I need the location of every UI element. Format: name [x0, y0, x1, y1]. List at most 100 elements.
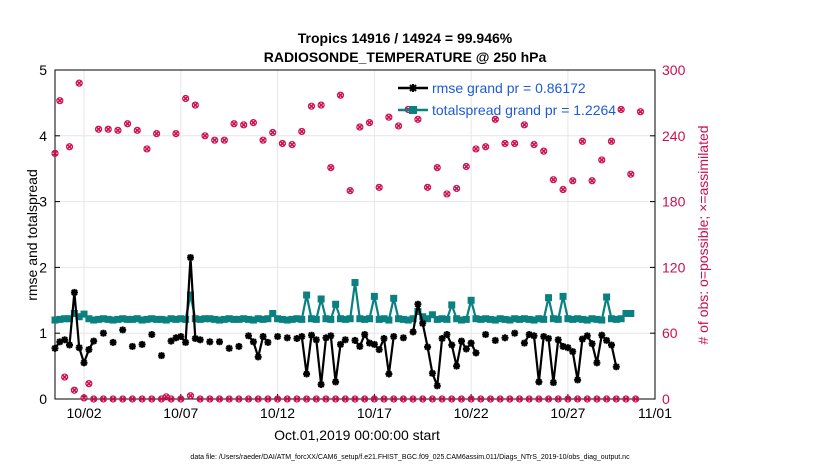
obs-possible-point	[453, 184, 461, 193]
obs-possible-point	[380, 395, 388, 403]
obs-assimilated-point	[632, 396, 639, 402]
obs-assimilated-point	[453, 185, 460, 192]
rmse-point	[80, 359, 88, 367]
totalspread-point	[70, 309, 78, 317]
right-tick-label: 300	[662, 62, 686, 78]
totalspread-point	[153, 315, 161, 323]
obs-assimilated-point	[477, 396, 484, 402]
obs-assimilated-point	[90, 396, 97, 402]
obs-assimilated-point	[114, 127, 121, 134]
totalspread-point	[520, 315, 528, 323]
obs-assimilated-point	[95, 126, 102, 133]
obs-possible-point	[443, 190, 451, 198]
obs-possible-point	[525, 395, 533, 403]
obs-assimilated-point	[61, 374, 68, 381]
totalspread-point	[138, 316, 146, 324]
obs-possible-point	[617, 105, 625, 114]
obs-possible-point	[612, 395, 620, 403]
rmse-point	[254, 353, 262, 361]
obs-possible-point	[327, 164, 335, 172]
obs-assimilated-point	[458, 396, 465, 402]
obs-assimilated-point	[110, 396, 117, 402]
obs-assimilated-point	[71, 387, 78, 394]
totalspread-point	[143, 315, 151, 323]
obs-assimilated-point	[376, 184, 383, 191]
totalspread-point	[95, 315, 103, 323]
rmse-point	[419, 319, 427, 327]
obs-assimilated-point	[260, 137, 267, 144]
obs-assimilated-point	[221, 137, 228, 144]
obs-possible-point	[186, 392, 195, 400]
totalspread-point	[375, 315, 383, 323]
obs-possible-point	[288, 140, 296, 149]
totalspread-point	[462, 315, 470, 323]
totalspread-point	[540, 315, 548, 323]
totalspread-point	[196, 315, 204, 323]
obs-possible-point	[307, 102, 316, 110]
obs-possible-point	[583, 395, 591, 403]
obs-possible-point	[457, 395, 466, 403]
obs-assimilated-point	[560, 186, 567, 193]
totalspread-point	[51, 316, 59, 324]
obs-possible-point	[433, 164, 441, 172]
legend-spread-marker	[409, 106, 417, 114]
obs-possible-point	[201, 132, 209, 140]
obs-assimilated-point	[356, 124, 363, 130]
chart-title: Tropics 14916 / 14924 = 99.946%	[298, 30, 513, 46]
rmse-point	[187, 254, 194, 261]
totalspread-point	[124, 315, 132, 323]
obs-assimilated-point	[487, 396, 494, 402]
rmse-point	[138, 340, 146, 348]
obs-possible-point	[351, 395, 359, 403]
obs-possible-point	[390, 395, 398, 403]
obs-possible-point	[544, 395, 553, 403]
obs-assimilated-point	[390, 396, 397, 402]
obs-assimilated-point	[206, 396, 213, 402]
obs-assimilated-point	[269, 129, 276, 136]
totalspread-point	[549, 315, 557, 323]
totalspread-point	[312, 315, 320, 323]
rmse-point	[385, 370, 393, 378]
totalspread-point	[167, 315, 175, 323]
obs-assimilated-point	[332, 396, 339, 402]
obs-assimilated-point	[303, 396, 310, 402]
totalspread-point	[511, 315, 519, 323]
rmse-point	[264, 338, 272, 346]
rmse-point	[274, 333, 282, 340]
obs-possible-point	[225, 395, 233, 403]
obs-possible-point	[123, 120, 132, 128]
totalspread-point	[133, 315, 141, 323]
rmse-point	[433, 382, 441, 390]
rmse-point	[564, 344, 572, 352]
obs-assimilated-point	[235, 396, 242, 402]
obs-assimilated-point	[608, 138, 615, 145]
totalspread-point	[564, 315, 572, 323]
obs-possible-point	[172, 130, 180, 138]
rmse-point	[380, 335, 388, 342]
rmse-point	[196, 336, 204, 344]
totalspread-point	[148, 315, 156, 323]
totalspread-point	[269, 309, 277, 317]
obs-possible-point	[593, 395, 601, 403]
obs-assimilated-point	[337, 92, 344, 99]
obs-assimilated-point	[177, 396, 184, 402]
totalspread-point	[157, 315, 165, 323]
obs-assimilated-point	[434, 164, 441, 171]
rmse-point	[588, 340, 596, 348]
rmse-point	[501, 334, 509, 342]
obs-assimilated-point	[187, 392, 194, 399]
obs-possible-point	[573, 395, 582, 403]
left-tick-label: 1	[39, 325, 47, 341]
rmse-point	[249, 338, 257, 346]
obs-assimilated-point	[202, 132, 208, 139]
rmse-point	[332, 378, 340, 386]
obs-possible-point	[365, 119, 374, 127]
totalspread-point	[457, 316, 465, 324]
totalspread-point	[583, 316, 591, 324]
right-tick-label: 180	[662, 194, 686, 210]
totalspread-point	[128, 315, 136, 323]
obs-assimilated-point	[395, 122, 402, 129]
rmse-point	[356, 342, 364, 350]
obs-assimilated-point	[627, 171, 634, 178]
totalspread-point	[303, 291, 311, 299]
